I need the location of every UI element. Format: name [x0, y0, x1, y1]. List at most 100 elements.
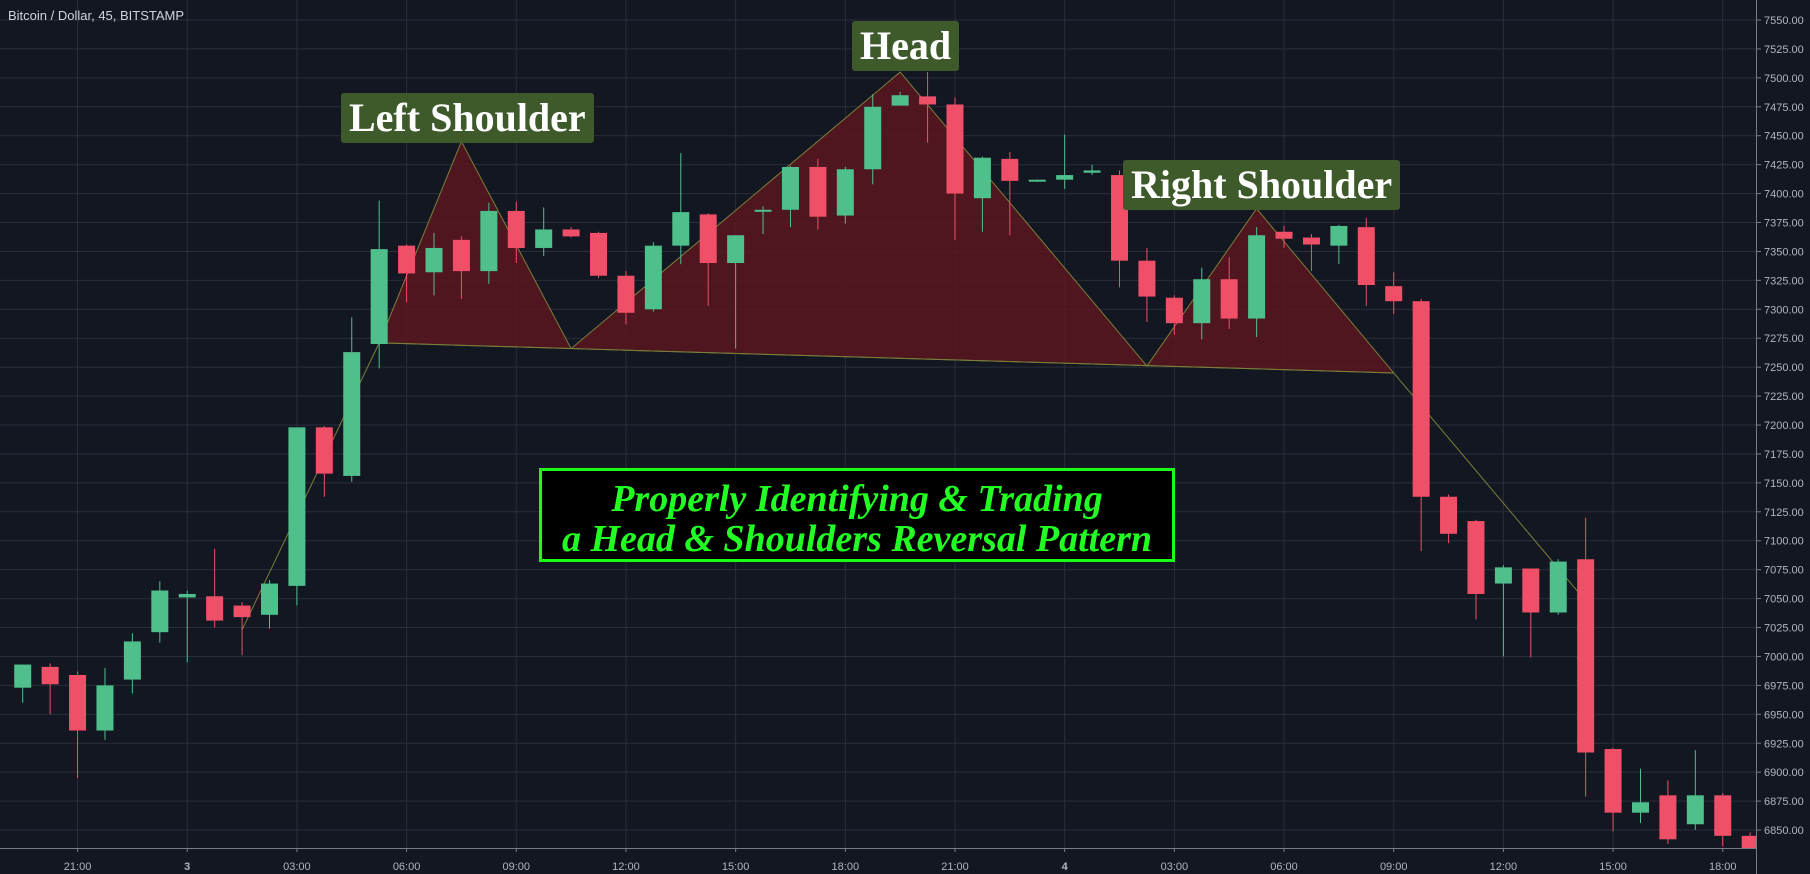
time-tick-label: 09:00: [1380, 861, 1408, 873]
time-tick-label: 3: [184, 861, 190, 873]
candle-body: [1220, 279, 1238, 319]
candle-body: [1440, 496, 1458, 534]
left-shoulder-label: Left Shoulder: [341, 93, 594, 143]
price-tick-label: 7125.00: [1764, 507, 1804, 519]
price-tick-label: 7150.00: [1764, 478, 1804, 490]
price-tick-label: 7325.00: [1764, 275, 1804, 287]
candle-body: [1330, 225, 1348, 246]
candle-body: [864, 106, 882, 170]
candle-body: [1248, 235, 1266, 319]
right-shoulder-label: Right Shoulder: [1123, 160, 1401, 210]
time-tick-label: 03:00: [283, 861, 311, 873]
candle-body: [507, 210, 525, 248]
candle-body: [260, 583, 278, 615]
candle-body: [151, 590, 169, 633]
time-tick-label: 03:00: [1161, 861, 1189, 873]
time-tick-label: 21:00: [64, 861, 92, 873]
candle-body: [14, 664, 32, 688]
price-tick-label: 7425.00: [1764, 160, 1804, 172]
candle-body: [1165, 297, 1183, 324]
candle-body: [1659, 795, 1677, 840]
candle-body: [1522, 568, 1540, 613]
candle-body: [1357, 227, 1375, 285]
candle-body: [1494, 567, 1512, 584]
candle-body: [644, 245, 662, 310]
price-axis: [1756, 0, 1810, 874]
headline-box: Properly Identifying & Trading a Head & …: [539, 468, 1175, 562]
candle-body: [809, 166, 827, 217]
price-tick-label: 6950.00: [1764, 709, 1804, 721]
price-tick-label: 7275.00: [1764, 333, 1804, 345]
candle-body: [1083, 170, 1101, 173]
time-tick-label: 15:00: [1599, 861, 1627, 873]
candle-body: [1577, 559, 1595, 753]
price-tick-label: 6925.00: [1764, 738, 1804, 750]
candle-body: [233, 605, 251, 618]
candle-body: [123, 641, 141, 680]
candle-body: [836, 169, 854, 216]
candle-body: [781, 166, 799, 210]
candle-body: [1412, 301, 1430, 497]
candle-body: [425, 247, 443, 273]
price-tick-label: 7400.00: [1764, 189, 1804, 201]
candle-body: [590, 232, 608, 276]
price-tick-label: 6900.00: [1764, 767, 1804, 779]
time-tick-label: 06:00: [1270, 861, 1298, 873]
price-tick-label: 7000.00: [1764, 651, 1804, 663]
price-tick-label: 7225.00: [1764, 391, 1804, 403]
price-tick-label: 7050.00: [1764, 594, 1804, 606]
candle-body: [754, 209, 772, 212]
candle-body: [1028, 179, 1046, 182]
neckline: [379, 342, 1394, 374]
price-tick-label: 7175.00: [1764, 449, 1804, 461]
time-tick-label: 15:00: [722, 861, 750, 873]
price-tick-label: 7550.00: [1764, 15, 1804, 27]
time-tick-label: 21:00: [941, 861, 969, 873]
price-tick-label: 7350.00: [1764, 246, 1804, 258]
time-tick-label: 18:00: [1709, 861, 1737, 873]
candle-body: [1275, 231, 1293, 239]
time-axis: [0, 848, 1756, 874]
candle-body: [617, 275, 635, 313]
price-tick-label: 7100.00: [1764, 536, 1804, 548]
symbol-title: Bitcoin / Dollar, 45, BITSTAMP: [8, 8, 185, 23]
candle-body: [1001, 158, 1019, 181]
candle-body: [452, 239, 470, 272]
price-tick-label: 7250.00: [1764, 362, 1804, 374]
price-tick-label: 7375.00: [1764, 218, 1804, 230]
candle-body: [1741, 835, 1759, 853]
headline-line-2: a Head & Shoulders Reversal Pattern: [561, 518, 1153, 560]
price-tick-label: 7075.00: [1764, 565, 1804, 577]
candle-body: [1549, 561, 1567, 613]
head-label: Head: [852, 21, 960, 71]
candle-body: [41, 666, 59, 685]
candle-body: [1686, 795, 1704, 825]
price-tick-label: 7525.00: [1764, 44, 1804, 56]
candle-body: [891, 95, 909, 106]
time-tick-label: 18:00: [832, 861, 860, 873]
price-tick-label: 7450.00: [1764, 131, 1804, 143]
candle-body: [370, 249, 388, 345]
price-tick-label: 7300.00: [1764, 304, 1804, 316]
candle-body: [1604, 749, 1622, 813]
time-tick-label: 4: [1062, 861, 1069, 873]
candle-body: [206, 596, 224, 621]
candle-body: [480, 210, 498, 272]
headline-line-1: Properly Identifying & Trading: [611, 478, 1103, 520]
candle-body: [727, 235, 745, 264]
candle-body: [1193, 279, 1211, 324]
time-tick-label: 12:00: [1490, 861, 1518, 873]
candle-body: [1385, 286, 1403, 302]
candle-body: [535, 229, 553, 248]
price-tick-label: 6875.00: [1764, 796, 1804, 808]
candle-body: [1302, 237, 1320, 245]
candle-body: [946, 104, 964, 194]
candle-body: [178, 593, 196, 598]
price-tick-label: 7500.00: [1764, 73, 1804, 85]
candle-body: [562, 229, 580, 237]
candle-body: [69, 674, 87, 731]
candle-body: [398, 245, 416, 274]
price-tick-label: 7475.00: [1764, 102, 1804, 114]
candle-body: [288, 427, 306, 586]
